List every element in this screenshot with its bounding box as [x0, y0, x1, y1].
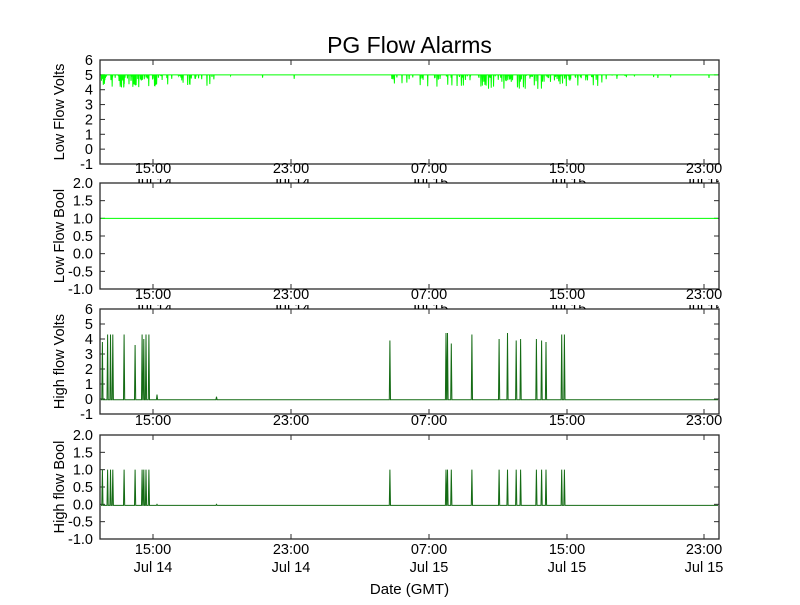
svg-text:15:00: 15:00 — [135, 161, 171, 177]
svg-text:PG Flow Alarms: PG Flow Alarms — [327, 32, 492, 58]
svg-text:07:00: 07:00 — [411, 542, 447, 558]
svg-text:23:00: 23:00 — [686, 542, 722, 558]
svg-text:Date (GMT): Date (GMT) — [370, 581, 449, 598]
svg-text:Jul 15: Jul 15 — [548, 560, 587, 576]
svg-text:15:00: 15:00 — [549, 413, 585, 429]
svg-text:Jul 15: Jul 15 — [410, 301, 449, 317]
svg-text:5: 5 — [85, 317, 93, 333]
svg-text:3: 3 — [85, 347, 93, 363]
svg-text:07:00: 07:00 — [411, 161, 447, 177]
svg-text:2.0: 2.0 — [73, 428, 93, 444]
svg-text:4: 4 — [85, 83, 93, 99]
svg-text:1.5: 1.5 — [73, 445, 93, 461]
svg-text:23:00: 23:00 — [273, 287, 309, 303]
svg-text:15:00: 15:00 — [549, 287, 585, 303]
svg-text:2: 2 — [85, 362, 93, 378]
svg-text:Low Flow Bool: Low Flow Bool — [52, 189, 68, 283]
svg-text:23:00: 23:00 — [686, 287, 722, 303]
svg-text:-0.5: -0.5 — [68, 515, 93, 531]
svg-text:Jul 14: Jul 14 — [272, 560, 311, 576]
svg-text:Low Flow Volts: Low Flow Volts — [52, 64, 68, 161]
svg-text:-1: -1 — [80, 407, 93, 423]
svg-text:1.0: 1.0 — [73, 211, 93, 227]
svg-text:23:00: 23:00 — [273, 413, 309, 429]
svg-text:0: 0 — [85, 392, 93, 408]
svg-text:0.0: 0.0 — [73, 247, 93, 263]
svg-text:Jul 14: Jul 14 — [134, 175, 173, 191]
svg-text:15:00: 15:00 — [135, 287, 171, 303]
svg-text:High flow Bool: High flow Bool — [52, 441, 68, 534]
svg-text:3: 3 — [85, 98, 93, 114]
svg-text:-0.5: -0.5 — [68, 264, 93, 280]
svg-text:Jul 14: Jul 14 — [134, 301, 173, 317]
svg-text:6: 6 — [85, 53, 93, 69]
svg-text:Jul 15: Jul 15 — [548, 301, 587, 317]
svg-text:-1: -1 — [80, 157, 93, 173]
svg-text:Jul 15: Jul 15 — [685, 560, 724, 576]
svg-text:Jul 14: Jul 14 — [272, 175, 311, 191]
svg-text:07:00: 07:00 — [411, 287, 447, 303]
svg-text:15:00: 15:00 — [135, 413, 171, 429]
svg-text:15:00: 15:00 — [549, 161, 585, 177]
svg-text:15:00: 15:00 — [549, 542, 585, 558]
svg-text:High flow Volts: High flow Volts — [52, 314, 68, 409]
svg-text:6: 6 — [85, 302, 93, 318]
svg-text:5: 5 — [85, 68, 93, 84]
svg-text:23:00: 23:00 — [273, 542, 309, 558]
svg-text:0.5: 0.5 — [73, 480, 93, 496]
svg-text:Jul 14: Jul 14 — [134, 560, 173, 576]
svg-text:07:00: 07:00 — [411, 413, 447, 429]
svg-text:Jul 14: Jul 14 — [272, 301, 311, 317]
svg-text:2.0: 2.0 — [73, 176, 93, 192]
svg-text:-1.0: -1.0 — [68, 532, 93, 548]
svg-text:Jul 15: Jul 15 — [410, 560, 449, 576]
svg-text:1: 1 — [85, 377, 93, 393]
svg-text:Jul 15: Jul 15 — [548, 175, 587, 191]
svg-text:0.0: 0.0 — [73, 497, 93, 513]
svg-text:-1.0: -1.0 — [68, 282, 93, 298]
svg-text:23:00: 23:00 — [686, 161, 722, 177]
svg-text:Jul 15: Jul 15 — [410, 175, 449, 191]
svg-text:1.0: 1.0 — [73, 463, 93, 479]
svg-text:15:00: 15:00 — [135, 542, 171, 558]
svg-text:4: 4 — [85, 332, 93, 348]
svg-text:23:00: 23:00 — [686, 413, 722, 429]
svg-text:2: 2 — [85, 112, 93, 128]
svg-text:0: 0 — [85, 142, 93, 158]
svg-text:23:00: 23:00 — [273, 161, 309, 177]
svg-text:1.5: 1.5 — [73, 194, 93, 210]
svg-text:0.5: 0.5 — [73, 229, 93, 245]
svg-text:1: 1 — [85, 127, 93, 143]
